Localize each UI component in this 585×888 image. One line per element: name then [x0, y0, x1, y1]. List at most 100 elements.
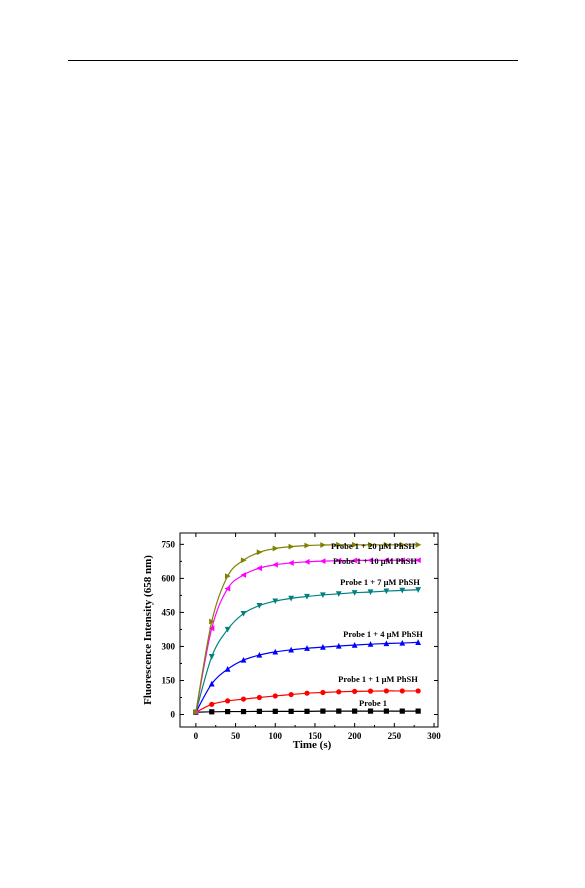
- series-labels: Probe 1 Probe 1 + 1 μM PhSH Probe 1 + 4 μM…: [331, 541, 423, 708]
- series-2: [193, 688, 421, 715]
- data-point-triangle-left: [303, 558, 310, 565]
- data-point-triangle-right: [336, 541, 342, 548]
- data-point-triangle-up: [304, 645, 310, 651]
- x-axis-title: Time (s): [293, 739, 332, 751]
- data-point-triangle-left: [383, 557, 389, 564]
- data-point-square: [304, 708, 310, 714]
- data-point-square: [367, 708, 374, 714]
- data-point-square: [320, 708, 326, 714]
- data-point-triangle-right: [256, 549, 263, 556]
- data-point-square: [209, 709, 215, 715]
- x-tick-label: 200: [348, 731, 362, 741]
- data-point-triangle-right: [288, 543, 295, 550]
- y-tick-label: 600: [162, 573, 176, 583]
- data-point-triangle-down: [367, 589, 374, 596]
- axis-ticks: [180, 533, 438, 727]
- data-point-triangle-left: [399, 557, 405, 564]
- data-point-triangle-up: [208, 680, 215, 687]
- data-point-square: [256, 708, 262, 714]
- y-tick-label: 450: [162, 607, 176, 617]
- y-tick-label: 150: [162, 675, 176, 685]
- x-tick-label: 150: [308, 731, 322, 741]
- data-point-circle: [209, 701, 215, 707]
- data-point-triangle-left: [319, 558, 326, 565]
- series-label: Probe 1 + 1 μM PhSH: [338, 674, 418, 684]
- data-point-triangle-down: [304, 593, 310, 600]
- data-point-triangle-right: [367, 541, 374, 548]
- data-point-triangle-right: [352, 541, 358, 548]
- data-point-triangle-down: [351, 590, 358, 596]
- x-tick-label: 50: [231, 731, 241, 741]
- data-point-triangle-up: [335, 642, 342, 649]
- data-point-triangle-down: [399, 587, 406, 594]
- data-point-square: [225, 708, 231, 715]
- data-point-triangle-up: [272, 648, 279, 655]
- data-point-triangle-down: [335, 591, 342, 597]
- data-point-triangle-up: [351, 641, 358, 648]
- data-point-triangle-right: [415, 541, 422, 548]
- series-4: [192, 587, 422, 716]
- plot-frame: [179, 532, 439, 728]
- data-point-circle: [320, 689, 326, 696]
- series-label: Probe 1: [359, 698, 387, 708]
- data-point-square: [415, 708, 421, 714]
- data-point-circle: [399, 688, 405, 694]
- x-tick-label: 100: [269, 731, 283, 741]
- data-point-triangle-right: [240, 557, 247, 564]
- data-point-triangle-right: [225, 573, 231, 580]
- data-point-square: [240, 708, 247, 715]
- data-point-triangle-right: [383, 541, 390, 548]
- data-point-triangle-up: [415, 639, 422, 645]
- data-point-triangle-up: [240, 656, 247, 663]
- data-point-triangle-up: [399, 639, 406, 646]
- data-point-square: [272, 708, 278, 714]
- page-header-rule: [68, 60, 518, 61]
- data-point-triangle-left: [208, 625, 215, 632]
- data-point-triangle-right: [193, 709, 199, 716]
- data-point-triangle-down: [240, 610, 247, 617]
- data-point-circle: [225, 698, 231, 704]
- series-layer: [192, 541, 422, 716]
- data-point-triangle-left: [224, 585, 231, 592]
- data-point-square: [288, 708, 294, 714]
- data-point-square: [336, 708, 342, 714]
- data-point-circle: [288, 691, 294, 698]
- x-tick-label: 300: [427, 731, 441, 741]
- series-6: [193, 541, 422, 716]
- series-label: Probe 1 + 4 μM PhSH: [343, 629, 423, 639]
- data-point-circle: [415, 688, 421, 694]
- data-point-triangle-right: [399, 541, 406, 548]
- data-point-triangle-up: [224, 666, 231, 672]
- data-point-circle: [367, 688, 374, 694]
- data-point-square: [352, 708, 358, 714]
- y-axis-title: Fluorescence Intensity (658 nm): [142, 555, 154, 705]
- data-point-triangle-right: [272, 545, 279, 552]
- data-point-square: [399, 708, 405, 714]
- y-tick-label: 300: [162, 641, 176, 651]
- y-tick-label: 0: [171, 710, 176, 720]
- data-point-circle: [256, 694, 262, 701]
- data-point-circle: [336, 689, 342, 695]
- data-point-triangle-left: [288, 560, 294, 566]
- data-point-triangle-left: [367, 557, 374, 564]
- data-point-triangle-down: [272, 598, 279, 605]
- data-point-triangle-left: [272, 561, 278, 568]
- series-label: Probe 1 + 7 μM PhSH: [340, 577, 420, 587]
- data-point-triangle-down: [224, 626, 231, 633]
- series-5: [192, 557, 421, 716]
- series-label: Probe 1 + 10 μM PhSH: [333, 556, 417, 566]
- data-point-circle: [383, 688, 389, 694]
- x-tick-label: 250: [388, 731, 402, 741]
- x-tick-labels: 0 50 100 150 200 250 300: [194, 731, 442, 741]
- data-point-triangle-left: [415, 557, 421, 564]
- data-point-triangle-up: [319, 644, 326, 650]
- data-point-triangle-up: [383, 640, 390, 647]
- series-1: [193, 708, 421, 715]
- data-point-triangle-down: [208, 654, 215, 660]
- data-point-triangle-left: [256, 565, 262, 572]
- data-point-triangle-down: [319, 592, 326, 599]
- data-point-triangle-down: [415, 587, 422, 593]
- data-point-triangle-left: [351, 557, 358, 564]
- data-point-square: [383, 708, 389, 714]
